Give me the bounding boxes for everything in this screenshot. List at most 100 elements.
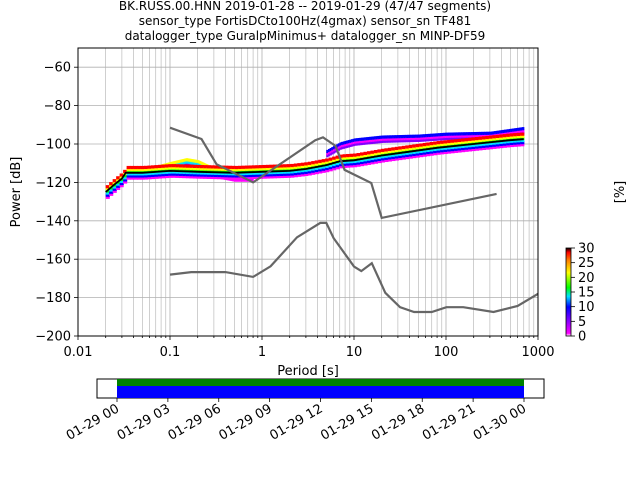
psd-upper-band: [495, 132, 499, 137]
psd-upper-band: [476, 134, 479, 138]
psd-upper-band: [375, 138, 378, 142]
psd-main-band: [265, 175, 271, 179]
psd-hump-band: [186, 162, 188, 167]
psd-main-band: [408, 144, 413, 149]
psd-main-band: [513, 139, 518, 143]
psd-upper-band: [494, 133, 497, 137]
psd-main-band: [252, 167, 257, 171]
psd-main-band: [346, 162, 351, 166]
psd-upper-band: [517, 129, 520, 134]
psd-hump-band: [239, 178, 241, 182]
psd-upper-band: [329, 148, 332, 152]
psd-main-band: [210, 173, 215, 177]
psd-upper-band: [459, 134, 462, 138]
psd-upper-band: [374, 140, 377, 144]
psd-main-band: [464, 144, 469, 148]
psd-upper-band: [472, 132, 475, 136]
psd-main-band: [499, 140, 504, 144]
psd-hump-band: [244, 178, 246, 182]
psd-upper-band: [429, 133, 433, 137]
psd-main-band: [398, 156, 403, 161]
psd-upper-band: [418, 134, 421, 138]
psd-upper-band: [466, 134, 469, 138]
psd-upper-band: [400, 137, 403, 141]
psd-upper-band: [349, 143, 352, 148]
psd-upper-band: [428, 138, 431, 142]
psd-main-band: [468, 146, 473, 150]
psd-main-band: [513, 135, 518, 139]
psd-main-band: [325, 160, 330, 164]
psd-upper-band: [464, 136, 467, 140]
psd-main-band: [203, 169, 208, 173]
psd-main-band: [293, 174, 298, 178]
plot-area: [78, 48, 538, 336]
psd-main-band: [269, 166, 274, 171]
psd-upper-band: [327, 153, 331, 157]
title-line-3: datalogger_type GuralpMinimus+ datalogge…: [125, 29, 486, 43]
psd-main-band: [426, 144, 431, 148]
psd-upper-band: [398, 139, 401, 143]
psd-upper-band: [426, 133, 429, 138]
psd-main-band: [492, 137, 497, 141]
psd-main-band: [300, 173, 305, 177]
psd-main-band: [520, 132, 525, 136]
psd-upper-band: [466, 132, 469, 136]
psd-hump-band: [179, 162, 181, 166]
psd-upper-band: [454, 136, 457, 140]
psd-main-band: [245, 171, 250, 176]
psd-main-band: [429, 150, 434, 154]
psd-main-band: [363, 151, 368, 155]
psd-main-band: [276, 172, 281, 177]
psd-main-band: [213, 169, 218, 173]
psd-main-band: [265, 164, 271, 169]
psd-upper-band: [517, 127, 520, 131]
psd-main-band: [206, 173, 211, 177]
psd-upper-band: [347, 140, 350, 144]
psd-upper-band: [346, 142, 349, 146]
psd-main-band: [499, 134, 504, 138]
psd-upper-band: [448, 136, 451, 140]
psd-main-band: [248, 169, 253, 173]
psd-main-band: [276, 168, 281, 172]
psd-upper-band: [464, 132, 467, 136]
psd-main-band: [488, 146, 493, 150]
psd-main-band: [373, 160, 379, 164]
psd-main-band: [314, 168, 319, 173]
psd-main-band: [199, 169, 204, 173]
psd-main-band: [164, 172, 170, 177]
psd-main-band: [485, 138, 490, 142]
psd-upper-band: [457, 136, 461, 140]
psd-main-band: [516, 143, 521, 147]
psd-main-band: [433, 143, 438, 147]
y-tick-label: −80: [44, 99, 71, 114]
psd-main-band: [457, 149, 462, 153]
psd-upper-band: [452, 134, 456, 138]
psd-upper-band: [489, 131, 492, 135]
psd-upper-band: [420, 138, 423, 142]
psd-upper-band: [382, 135, 385, 139]
psd-main-band: [164, 168, 170, 172]
psd-main-band: [279, 174, 284, 179]
psd-main-band: [255, 165, 260, 169]
psd-upper-band: [464, 134, 467, 138]
psd-main-band: [210, 169, 215, 173]
psd-main-band: [161, 166, 166, 170]
psd-main-band: [436, 149, 441, 153]
psd-upper-band: [487, 131, 490, 135]
psd-main-band: [105, 195, 110, 199]
psd-upper-band: [339, 146, 342, 150]
psd-main-band: [502, 142, 507, 146]
psd-upper-band: [337, 143, 341, 147]
psd-main-band: [492, 141, 497, 145]
psd-upper-band: [410, 138, 413, 143]
psd-main-band: [283, 172, 288, 176]
psd-main-band: [144, 165, 149, 170]
time-coverage-data: [117, 386, 524, 398]
psd-upper-band: [482, 133, 485, 138]
psd-main-band: [328, 159, 333, 163]
psd-upper-band: [490, 131, 494, 135]
psd-main-band: [248, 167, 253, 171]
psd-upper-band: [510, 130, 513, 135]
psd-upper-band: [472, 134, 475, 138]
